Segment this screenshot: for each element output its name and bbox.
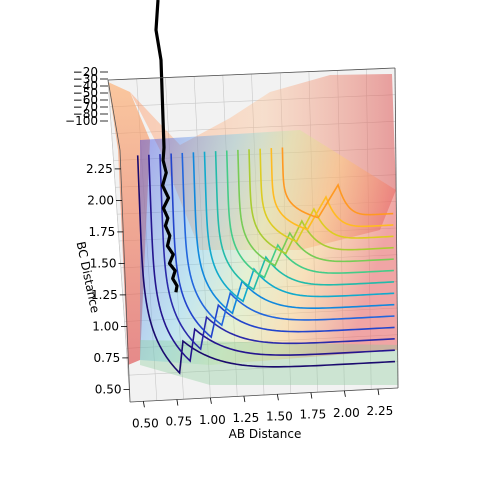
y-tick-label: 0.75 bbox=[94, 351, 121, 365]
contour-lines bbox=[136, 147, 396, 375]
contour-line bbox=[281, 147, 394, 219]
x-axis-ticks: 0.50 0.75 1.00 1.25 1.50 1.75 2.00 2.25 bbox=[132, 388, 394, 430]
x-tick-mark bbox=[310, 392, 313, 399]
contour-line bbox=[170, 153, 395, 339]
z-tick-label: −40 bbox=[73, 79, 98, 93]
contour-line bbox=[136, 155, 396, 375]
x-tick-mark bbox=[377, 388, 380, 396]
z-tick-label: −60 bbox=[73, 93, 98, 107]
contour-line bbox=[248, 149, 394, 255]
contour-line bbox=[214, 151, 395, 291]
x-tick-label: 2.00 bbox=[333, 406, 360, 420]
x-tick-label: 0.50 bbox=[132, 416, 159, 430]
x-tick-mark bbox=[143, 401, 145, 408]
z-tick-label: −50 bbox=[73, 86, 98, 100]
y-axis-title: BC Distance bbox=[74, 240, 103, 314]
x-tick-mark bbox=[176, 399, 179, 406]
reaction-trajectory bbox=[154, 0, 179, 293]
contour-line bbox=[181, 152, 395, 327]
contour-line bbox=[259, 148, 394, 243]
z-tick-label: −100 bbox=[65, 114, 98, 128]
contour-line bbox=[237, 149, 394, 267]
z-tick-label: −30 bbox=[73, 72, 98, 86]
surface-left-wall bbox=[108, 82, 150, 365]
contour-line bbox=[225, 150, 394, 279]
box-edges bbox=[107, 67, 399, 403]
x-tick-mark bbox=[243, 395, 246, 403]
x-tick-mark bbox=[277, 394, 279, 401]
contour-line bbox=[270, 148, 394, 231]
y-tick-label: 1.25 bbox=[91, 288, 118, 302]
y-tick-label: 2.00 bbox=[87, 193, 114, 207]
x-tick-label: 1.75 bbox=[300, 408, 327, 422]
x-tick-label: 1.50 bbox=[266, 409, 293, 423]
y-tick-label: 2.25 bbox=[86, 162, 113, 176]
y-tick-label: 0.50 bbox=[95, 382, 122, 396]
z-tick-label: −70 bbox=[73, 100, 98, 114]
contour-line bbox=[159, 154, 395, 351]
surface-valley-floor bbox=[140, 340, 398, 385]
z-axis-ticks: −20−30−40−50−60−70−80−100 bbox=[65, 65, 108, 128]
x-tick-label: 1.00 bbox=[199, 413, 226, 427]
z-tick-label: −80 bbox=[73, 107, 98, 121]
y-tick-label: 1.75 bbox=[89, 225, 116, 239]
y-axis-ticks: 0.50 0.75 1.00 1.25 1.50 1.75 2.00 2.25 bbox=[86, 162, 130, 396]
y-tick-label: 1.00 bbox=[92, 319, 119, 333]
x-tick-label: 0.75 bbox=[166, 415, 193, 429]
x-axis-title: AB Distance bbox=[229, 427, 302, 441]
x-tick-mark bbox=[344, 390, 346, 397]
x-tick-label: 1.25 bbox=[233, 411, 260, 425]
y-tick-label: 1.50 bbox=[90, 256, 117, 270]
z-tick-label: −20 bbox=[73, 65, 98, 79]
x-tick-mark bbox=[210, 397, 212, 404]
x-tick-label: 2.25 bbox=[367, 404, 394, 418]
contour-line bbox=[148, 154, 395, 363]
